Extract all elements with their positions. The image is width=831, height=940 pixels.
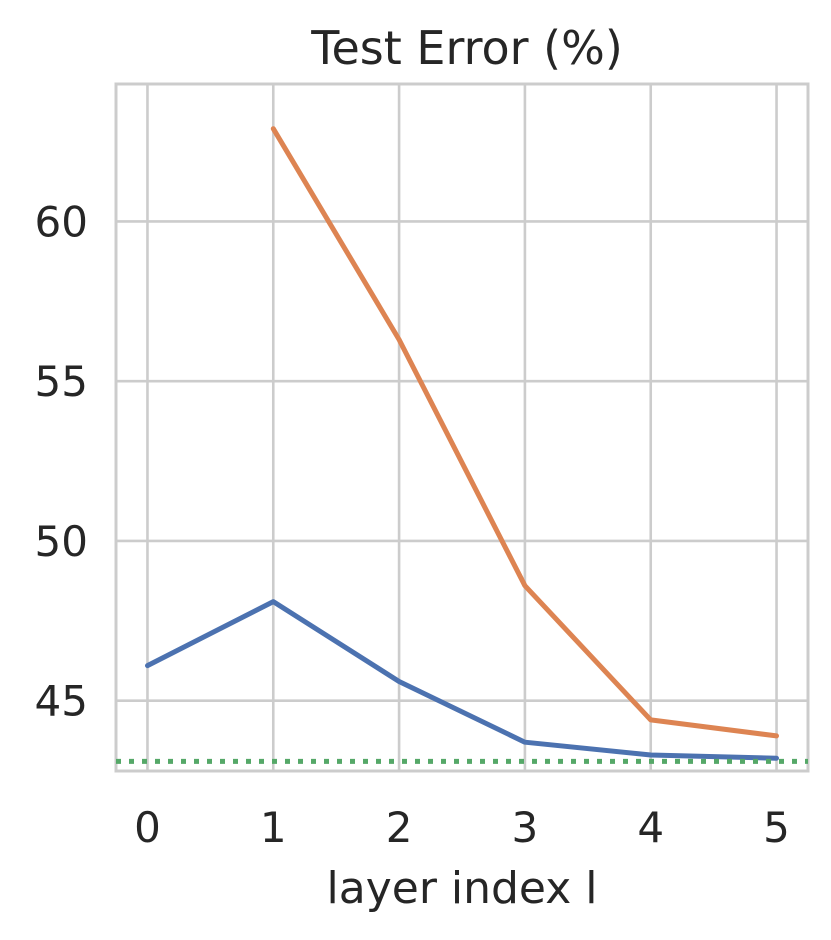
x-tick-label: 4 (637, 803, 664, 852)
x-tick-label: 2 (386, 803, 413, 852)
x-axis-label: layer index l (327, 863, 598, 914)
chart-title: Test Error (%) (310, 21, 623, 75)
x-tick-label: 1 (260, 803, 287, 852)
x-tick-label: 5 (763, 803, 790, 852)
y-tick-label: 55 (35, 357, 88, 406)
series-line-1 (145, 599, 779, 761)
x-tick-label: 3 (512, 803, 539, 852)
y-tick-label: 50 (35, 517, 88, 566)
y-axis-ticks: 45 50 55 60 (35, 197, 88, 725)
series-line-2 (270, 126, 779, 739)
series-group (116, 126, 808, 764)
grid (116, 84, 808, 771)
x-axis-ticks: 0 1 2 3 4 5 (134, 803, 790, 852)
x-tick-label: 0 (134, 803, 161, 852)
y-tick-label: 45 (35, 677, 88, 726)
y-tick-label: 60 (35, 197, 88, 246)
plot-area-frame (114, 82, 810, 773)
